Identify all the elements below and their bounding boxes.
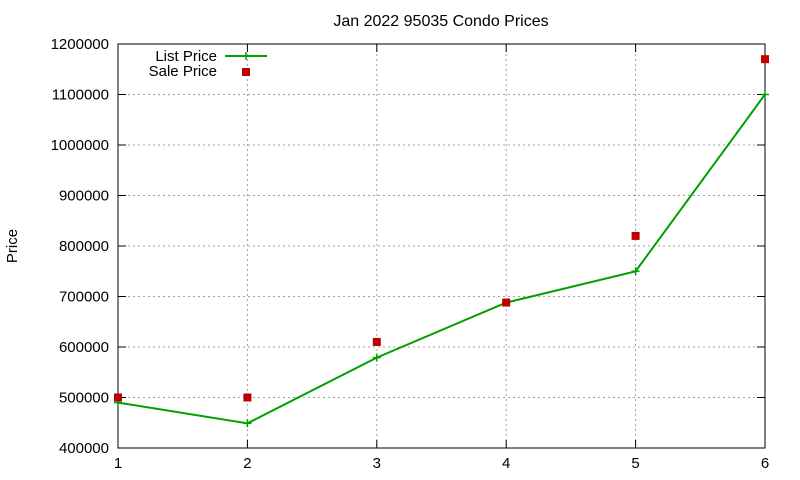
x-tick-label: 3 xyxy=(373,455,381,472)
x-tick-label: 4 xyxy=(502,455,510,472)
series-layer xyxy=(114,55,769,428)
x-tick-label: 2 xyxy=(243,455,251,472)
list-price-point xyxy=(243,419,252,428)
legend-label-sale-price: Sale Price xyxy=(149,63,217,80)
legend-label-list-price: List Price xyxy=(155,48,217,65)
list-price-point xyxy=(372,353,381,362)
sale-price-point xyxy=(243,393,252,402)
y-tick-label: 400000 xyxy=(59,440,109,457)
sale-price-point xyxy=(502,298,511,307)
y-tick-label: 600000 xyxy=(59,339,109,356)
legend: List Price Sale Price xyxy=(149,48,267,80)
grid-lines xyxy=(118,44,765,448)
chart-title: Jan 2022 95035 Condo Prices xyxy=(333,13,548,30)
sale-price-point xyxy=(631,231,640,240)
x-tick-label: 1 xyxy=(114,455,122,472)
axis-ticks: 400000 500000 600000 700000 800000 900000 1000… xyxy=(51,36,770,472)
sale-price-point xyxy=(114,393,122,402)
y-tick-label: 700000 xyxy=(59,289,109,306)
y-tick-label: 500000 xyxy=(59,390,109,407)
legend-marker-list-price xyxy=(242,52,250,60)
sale-price-point xyxy=(761,55,769,64)
list-price-point xyxy=(631,267,640,276)
legend-marker-sale-price xyxy=(242,68,250,76)
list-price-point xyxy=(761,90,769,99)
sale-price-point xyxy=(372,337,381,346)
legend-plus-marker xyxy=(242,52,250,60)
y-axis-label: Price xyxy=(4,229,21,263)
y-tick-label: 800000 xyxy=(59,238,109,255)
y-tick-label: 1200000 xyxy=(51,36,109,53)
series-line-list-price xyxy=(117,93,766,425)
x-tick-label: 6 xyxy=(761,455,769,472)
x-tick-label: 5 xyxy=(631,455,639,472)
y-tick-label: 1000000 xyxy=(51,137,109,154)
y-tick-label: 900000 xyxy=(59,188,109,205)
y-tick-label: 1100000 xyxy=(52,87,109,104)
